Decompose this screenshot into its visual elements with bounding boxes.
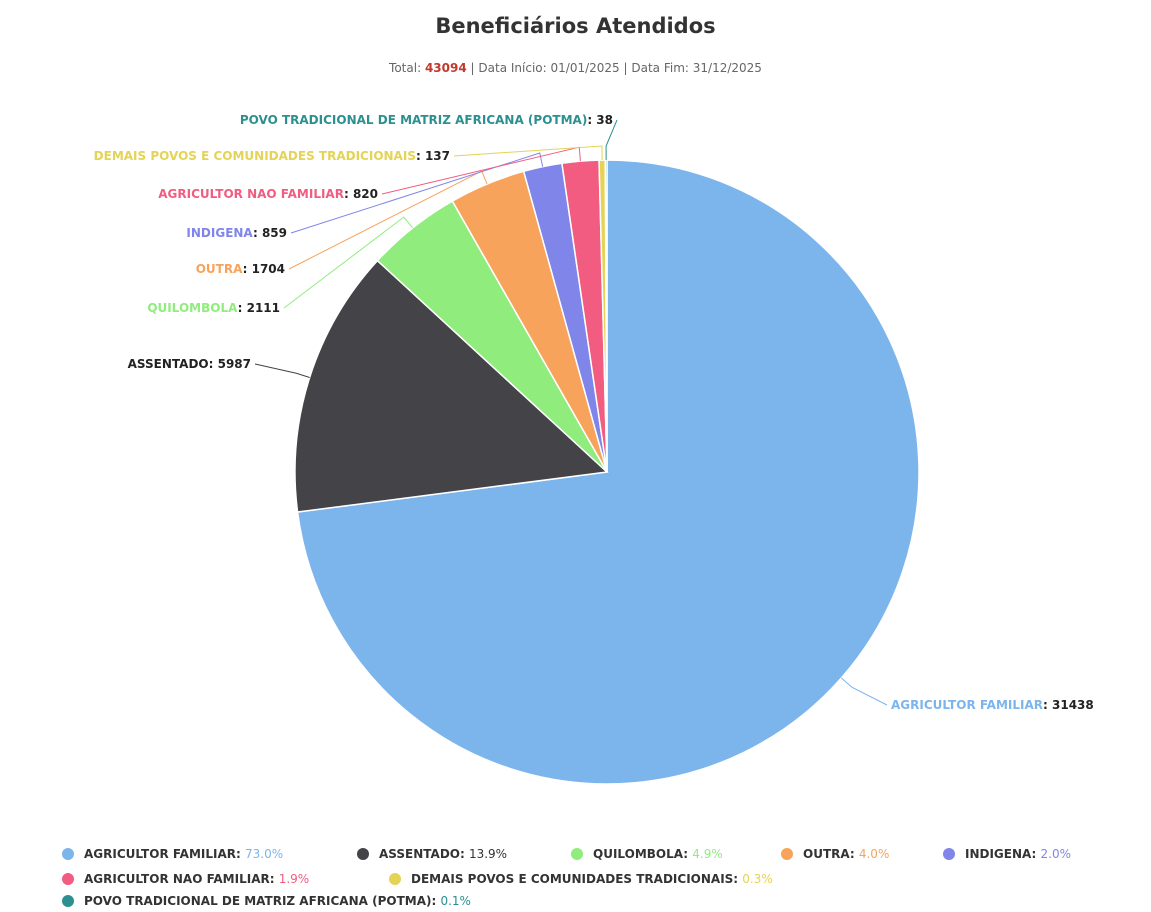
legend-item-indigena[interactable]: INDIGENA: 2.0% [943,847,1071,861]
data-label-outra: OUTRA: 1704 [196,262,285,276]
legend-percent: 2.0% [1041,847,1072,861]
legend-marker [781,848,793,860]
end-date-label: Data Fim: [631,61,689,75]
data-label-separator: : [587,113,596,127]
data-label-separator: : [243,262,252,276]
end-date-value: 31/12/2025 [692,61,762,75]
data-label-agricultor-nao-familiar: AGRICULTOR NAO FAMILIAR: 820 [158,187,378,201]
data-label-value: 859 [262,226,287,240]
chart-subtitle: Total: 43094 | Data Início: 01/01/2025 |… [0,61,1151,75]
legend-name: ASSENTADO: [379,847,469,861]
data-label-separator: : [253,226,262,240]
legend-name: OUTRA: [803,847,859,861]
data-label-name: DEMAIS POVOS E COMUNIDADES TRADICIONAIS [94,149,416,163]
data-label-quilombola: QUILOMBOLA: 2111 [147,301,280,315]
legend-marker [357,848,369,860]
data-label-demais-povos-e-comunidades-tradicionais: DEMAIS POVOS E COMUNIDADES TRADICIONAIS:… [94,149,450,163]
data-label-value: 38 [596,113,613,127]
legend-percent: 13.9% [469,847,507,861]
connector-povo-tradicional-de-matriz-africana-potma [605,119,618,161]
connector-indigena [290,152,544,234]
data-label-assentado: ASSENTADO: 5987 [128,357,251,371]
separator: | [623,61,628,75]
total-label: Total: [389,61,422,75]
legend-label: POVO TRADICIONAL DE MATRIZ AFRICANA (POT… [84,894,471,908]
legend-item-povo-tradicional-de-matriz-africana-potma[interactable]: POVO TRADICIONAL DE MATRIZ AFRICANA (POT… [62,894,471,908]
data-label-name: INDIGENA [186,226,253,240]
legend-marker [62,895,74,907]
connector-demais-povos-e-comunidades-tradicionais [453,145,603,161]
legend-percent: 0.3% [742,872,773,886]
legend-marker [62,848,74,860]
data-label-value: 1704 [252,262,285,276]
legend-name: INDIGENA: [965,847,1041,861]
pie-slices [294,159,920,785]
data-label-povo-tradicional-de-matriz-africana-potma: POVO TRADICIONAL DE MATRIZ AFRICANA (POT… [240,113,613,127]
legend-label: DEMAIS POVOS E COMUNIDADES TRADICIONAIS:… [411,872,773,886]
data-label-value: 2111 [247,301,280,315]
legend-label: QUILOMBOLA: 4.9% [593,847,723,861]
data-label-name: OUTRA [196,262,243,276]
legend-item-quilombola[interactable]: QUILOMBOLA: 4.9% [571,847,723,861]
legend-percent: 1.9% [279,872,310,886]
legend-item-demais-povos-e-comunidades-tradicionais[interactable]: DEMAIS POVOS E COMUNIDADES TRADICIONAIS:… [389,872,773,886]
legend-label: AGRICULTOR FAMILIAR: 73.0% [84,847,283,861]
start-date-value: 01/01/2025 [550,61,620,75]
data-label-name: ASSENTADO [128,357,209,371]
legend: AGRICULTOR FAMILIAR: 73.0% ASSENTADO: 13.… [62,847,1071,908]
data-labels: AGRICULTOR FAMILIAR: 31438 ASSENTADO: 598… [94,113,1094,712]
data-label-name: AGRICULTOR FAMILIAR [891,698,1043,712]
data-label-value: 5987 [218,357,251,371]
legend-label: ASSENTADO: 13.9% [379,847,507,861]
legend-marker [943,848,955,860]
data-label-value: 820 [353,187,378,201]
separator: | [470,61,475,75]
pie-slice-agricultor-familiar[interactable] [296,159,920,785]
data-label-value: 137 [425,149,450,163]
legend-item-outra[interactable]: OUTRA: 4.0% [781,847,889,861]
data-label-name: POVO TRADICIONAL DE MATRIZ AFRICANA (POT… [240,113,587,127]
legend-marker [571,848,583,860]
data-label-separator: : [344,187,353,201]
legend-marker [62,873,74,885]
connector-agricultor-familiar [841,677,888,706]
pie-slice-povo-tradicional-de-matriz-africana-potma[interactable] [604,159,608,473]
legend-marker [389,873,401,885]
data-label-separator: : [1043,698,1052,712]
legend-name: AGRICULTOR NAO FAMILIAR: [84,872,279,886]
connector-quilombola [283,216,413,309]
legend-item-agricultor-familiar[interactable]: AGRICULTOR FAMILIAR: 73.0% [62,847,283,861]
legend-percent: 73.0% [245,847,283,861]
label-connectors [254,119,888,706]
connector-assentado [254,363,310,378]
legend-percent: 4.9% [692,847,723,861]
legend-name: QUILOMBOLA: [593,847,692,861]
data-label-value: 31438 [1052,698,1094,712]
legend-name: DEMAIS POVOS E COMUNIDADES TRADICIONAIS: [411,872,742,886]
legend-label: OUTRA: 4.0% [803,847,889,861]
legend-label: AGRICULTOR NAO FAMILIAR: 1.9% [84,872,309,886]
legend-item-agricultor-nao-familiar[interactable]: AGRICULTOR NAO FAMILIAR: 1.9% [62,872,309,886]
data-label-separator: : [416,149,425,163]
data-label-agricultor-familiar: AGRICULTOR FAMILIAR: 31438 [891,698,1094,712]
data-label-separator: : [238,301,247,315]
data-label-name: AGRICULTOR NAO FAMILIAR [158,187,344,201]
legend-label: INDIGENA: 2.0% [965,847,1071,861]
data-label-separator: : [209,357,218,371]
connector-outra [288,170,488,270]
start-date-label: Data Início: [478,61,547,75]
legend-name: AGRICULTOR FAMILIAR: [84,847,245,861]
total-value: 43094 [424,61,467,75]
data-label-indigena: INDIGENA: 859 [186,226,287,240]
legend-name: POVO TRADICIONAL DE MATRIZ AFRICANA (POT… [84,894,440,908]
legend-percent: 4.0% [859,847,890,861]
chart-title: Beneficiários Atendidos [435,14,716,38]
legend-percent: 0.1% [440,894,471,908]
pie-slice-assentado[interactable] [294,259,609,513]
data-label-name: QUILOMBOLA [147,301,238,315]
legend-item-assentado[interactable]: ASSENTADO: 13.9% [357,847,507,861]
